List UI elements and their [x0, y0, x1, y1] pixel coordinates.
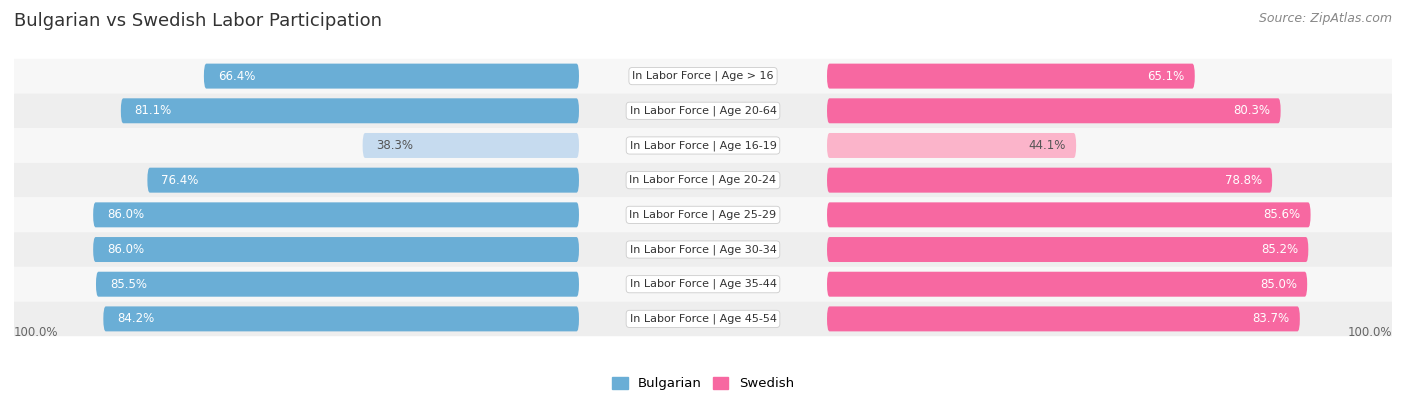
Text: In Labor Force | Age > 16: In Labor Force | Age > 16: [633, 71, 773, 81]
Text: In Labor Force | Age 35-44: In Labor Force | Age 35-44: [630, 279, 776, 290]
Text: In Labor Force | Age 25-29: In Labor Force | Age 25-29: [630, 210, 776, 220]
Text: In Labor Force | Age 20-64: In Labor Force | Age 20-64: [630, 105, 776, 116]
FancyBboxPatch shape: [827, 202, 1310, 228]
FancyBboxPatch shape: [827, 133, 1076, 158]
Text: 80.3%: 80.3%: [1233, 104, 1270, 117]
Text: 66.4%: 66.4%: [218, 70, 254, 83]
FancyBboxPatch shape: [14, 232, 1392, 267]
Text: 85.0%: 85.0%: [1260, 278, 1296, 291]
Text: 78.8%: 78.8%: [1225, 174, 1261, 187]
Text: In Labor Force | Age 30-34: In Labor Force | Age 30-34: [630, 244, 776, 255]
FancyBboxPatch shape: [14, 267, 1392, 301]
FancyBboxPatch shape: [827, 98, 1281, 123]
FancyBboxPatch shape: [14, 301, 1392, 336]
Text: 76.4%: 76.4%: [162, 174, 198, 187]
FancyBboxPatch shape: [204, 64, 579, 88]
Text: 65.1%: 65.1%: [1147, 70, 1184, 83]
FancyBboxPatch shape: [103, 307, 579, 331]
Text: Source: ZipAtlas.com: Source: ZipAtlas.com: [1258, 12, 1392, 25]
FancyBboxPatch shape: [14, 94, 1392, 128]
FancyBboxPatch shape: [827, 237, 1309, 262]
FancyBboxPatch shape: [827, 307, 1301, 331]
Text: 44.1%: 44.1%: [1028, 139, 1066, 152]
Text: Bulgarian vs Swedish Labor Participation: Bulgarian vs Swedish Labor Participation: [14, 12, 382, 30]
FancyBboxPatch shape: [148, 167, 579, 193]
Text: 86.0%: 86.0%: [107, 243, 143, 256]
Text: 81.1%: 81.1%: [135, 104, 172, 117]
Text: 86.0%: 86.0%: [107, 208, 143, 221]
Text: 100.0%: 100.0%: [1347, 326, 1392, 339]
Legend: Bulgarian, Swedish: Bulgarian, Swedish: [606, 372, 800, 395]
Text: 84.2%: 84.2%: [117, 312, 155, 325]
FancyBboxPatch shape: [827, 272, 1308, 297]
Text: 83.7%: 83.7%: [1253, 312, 1289, 325]
FancyBboxPatch shape: [14, 198, 1392, 232]
FancyBboxPatch shape: [14, 128, 1392, 163]
Text: 85.6%: 85.6%: [1263, 208, 1301, 221]
Text: In Labor Force | Age 16-19: In Labor Force | Age 16-19: [630, 140, 776, 151]
FancyBboxPatch shape: [93, 237, 579, 262]
FancyBboxPatch shape: [363, 133, 579, 158]
Text: 38.3%: 38.3%: [377, 139, 413, 152]
Text: 85.5%: 85.5%: [110, 278, 146, 291]
FancyBboxPatch shape: [96, 272, 579, 297]
FancyBboxPatch shape: [121, 98, 579, 123]
Text: In Labor Force | Age 45-54: In Labor Force | Age 45-54: [630, 314, 776, 324]
Text: 85.2%: 85.2%: [1261, 243, 1298, 256]
Text: In Labor Force | Age 20-24: In Labor Force | Age 20-24: [630, 175, 776, 185]
FancyBboxPatch shape: [827, 167, 1272, 193]
FancyBboxPatch shape: [14, 59, 1392, 94]
Text: 100.0%: 100.0%: [14, 326, 59, 339]
FancyBboxPatch shape: [93, 202, 579, 228]
FancyBboxPatch shape: [827, 64, 1195, 88]
FancyBboxPatch shape: [14, 163, 1392, 198]
